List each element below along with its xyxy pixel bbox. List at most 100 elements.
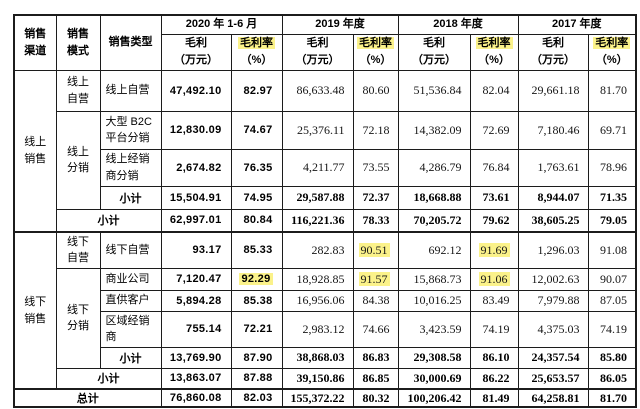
gp-2018-cell: 3,423.59 — [397, 310, 471, 348]
gp-2018-cell: 18,668.88 — [397, 185, 471, 210]
gpm-2019-cell: 80.32 — [352, 388, 399, 408]
gpm-2019-cell: 84.38 — [352, 289, 399, 312]
gp-label: 毛利 — [423, 36, 445, 49]
gp-2020-cell: 62,997.01 — [160, 208, 232, 233]
header-gpm-2017: 毛利率 （%） — [587, 33, 637, 71]
gp-2019-cell: 18,928.85 — [281, 267, 354, 291]
channel-online: 线上 销售 — [13, 69, 57, 233]
gpm-2019-cell: 86.85 — [352, 367, 399, 390]
channel-offline: 线下 销售 — [13, 231, 57, 390]
gp-label: 毛利 — [185, 36, 207, 49]
gp-2017-cell: 1,296.03 — [517, 231, 589, 269]
gp-2020-cell: 755.14 — [160, 310, 232, 348]
header-period-2019: 2019 年度 — [281, 14, 399, 35]
gp-2019-cell: 25,376.11 — [281, 110, 354, 150]
header-gpm-2018: 毛利率 （%） — [469, 33, 519, 71]
header-row-periods: 销售 渠道 销售 模式 销售类型 2020 年 1-6 月 2019 年度 20… — [13, 14, 637, 71]
gpm-unit: （%） — [595, 54, 628, 66]
gpm-2020-cell: 74.67 — [230, 110, 283, 150]
gpm-2017-cell: 78.96 — [587, 148, 637, 187]
gpm-unit: （%） — [359, 54, 392, 66]
gp-2020-cell: 93.17 — [160, 231, 232, 269]
gpm-2019-cell: 73.55 — [352, 148, 399, 187]
gpm-2018-cell: 74.19 — [469, 310, 519, 348]
gpm-2020-cell: 87.90 — [230, 346, 283, 369]
header-gpm-2019: 毛利率 （%） — [352, 33, 399, 71]
gp-2018-cell: 51,536.84 — [397, 69, 471, 112]
gpm-2017-cell: 86.05 — [587, 367, 637, 390]
row-regional-dealer: 区域经销 商 755.14 72.21 2,983.12 74.66 3,423… — [14, 310, 637, 348]
gpm-2020-cell: 74.95 — [230, 185, 283, 210]
gp-2019-cell: 16,956.06 — [281, 289, 354, 312]
header-gp-2017: 毛利 （万元） — [517, 33, 589, 71]
header-gp-2019: 毛利 （万元） — [281, 33, 354, 71]
gp-unit: （万元） — [412, 54, 456, 66]
highlight-value: 91.57 — [358, 271, 390, 286]
header-sales-type: 销售类型 — [99, 14, 162, 71]
type-cell: 直供客户 — [99, 289, 162, 312]
gp-2018-cell: 10,016.25 — [397, 289, 471, 312]
gpm-2017-cell: 87.05 — [587, 289, 637, 312]
gpm-2020-cell: 92.29 — [230, 267, 283, 291]
gpm-2018-cell: 86.10 — [469, 346, 519, 369]
gp-2018-cell: 15,868.73 — [397, 267, 471, 291]
gp-2017-cell: 29,661.18 — [517, 69, 589, 112]
gp-2019-cell: 38,868.03 — [281, 346, 354, 369]
gp-2020-cell: 15,504.91 — [160, 185, 232, 210]
gp-unit: （万元） — [531, 54, 575, 66]
highlight-value: 91.69 — [478, 242, 510, 257]
header-period-2017: 2017 年度 — [517, 14, 637, 35]
gp-2017-cell: 64,258.81 — [517, 388, 589, 408]
header-row-measures: 毛利 （万元） 毛利率 （%） 毛利 （万元） 毛利率 （%） 毛利 （万元） 毛利率 （%… — [14, 33, 637, 71]
type-cell: 线上经销 商分销 — [99, 148, 162, 187]
gpm-2019-cell: 80.60 — [352, 69, 399, 112]
mode-offline-direct: 线下 自营 — [55, 231, 101, 269]
gp-2019-cell: 86,633.48 — [281, 69, 354, 112]
mode-online-distribution: 线上 分销 — [55, 110, 101, 210]
gp-2019-cell: 29,587.88 — [281, 185, 354, 210]
gpm-unit: （%） — [240, 54, 273, 66]
subtotal-label: 小计 — [99, 346, 162, 369]
gpm-2019-cell: 74.66 — [352, 310, 399, 348]
row-online-dealer: 线上经销 商分销 2,674.82 76.35 4,211.77 73.55 4… — [14, 148, 637, 187]
gpm-2018-cell: 72.69 — [469, 110, 519, 150]
row-commercial-company: 线下 分销 商业公司 7,120.47 92.29 18,928.85 91.5… — [14, 267, 637, 369]
row-grand-total: 总计 76,860.08 82.03 155,372.22 80.32 100,… — [13, 388, 637, 408]
gpm-2020-cell: 85.38 — [230, 289, 283, 312]
gpm-2020-cell: 76.35 — [230, 148, 283, 187]
header-gpm-2020: 毛利率 （%） — [230, 33, 283, 71]
gpm-2020-cell: 80.84 — [230, 208, 283, 233]
gp-2019-cell: 4,211.77 — [281, 148, 354, 187]
header-period-2018: 2018 年度 — [397, 14, 519, 35]
gpm-2018-cell: 91.69 — [469, 231, 519, 269]
gp-2017-cell: 8,944.07 — [517, 185, 589, 210]
gp-2020-cell: 7,120.47 — [160, 267, 232, 291]
row-online-subtotal: 小计 62,997.01 80.84 116,221.36 78.33 70,2… — [14, 208, 637, 233]
gp-2019-cell: 116,221.36 — [281, 208, 354, 233]
gpm-unit: （%） — [478, 54, 510, 66]
gpm-2017-cell: 90.07 — [587, 267, 637, 291]
total-label: 总计 — [13, 388, 162, 408]
row-direct-supply: 直供客户 5,894.28 85.38 16,956.06 84.38 10,0… — [14, 289, 637, 312]
gp-label: 毛利 — [306, 36, 329, 49]
gp-2020-cell: 5,894.28 — [160, 289, 232, 312]
row-b2c-distribution: 线上 分销 大型 B2C 平台分销 12,830.09 74.67 25,376… — [14, 110, 637, 210]
gpm-2017-cell: 81.70 — [587, 388, 637, 408]
gpm-2017-cell: 69.71 — [587, 110, 637, 150]
gpm-2020-cell: 82.03 — [230, 388, 283, 408]
gpm-2019-cell: 90.51 — [352, 231, 399, 269]
highlight-value: 91.06 — [478, 271, 510, 286]
row-online-distribution-subtotal: 小计 15,504.91 74.95 29,587.88 72.37 18,66… — [14, 185, 637, 210]
gpm-2017-cell: 91.08 — [587, 231, 637, 269]
gp-label: 毛利 — [542, 36, 564, 49]
gp-2017-cell: 1,763.61 — [517, 148, 589, 187]
gpm-2019-cell: 72.18 — [352, 110, 399, 150]
highlight-value: 90.51 — [358, 242, 390, 257]
gp-2020-cell: 12,830.09 — [160, 110, 232, 150]
gpm-2020-cell: 82.97 — [230, 69, 283, 112]
gp-2018-cell: 30,000.69 — [397, 367, 471, 390]
subtotal-label: 小计 — [99, 185, 162, 210]
gpm-2018-cell: 79.62 — [469, 208, 519, 233]
gp-2017-cell: 4,375.03 — [517, 310, 589, 348]
